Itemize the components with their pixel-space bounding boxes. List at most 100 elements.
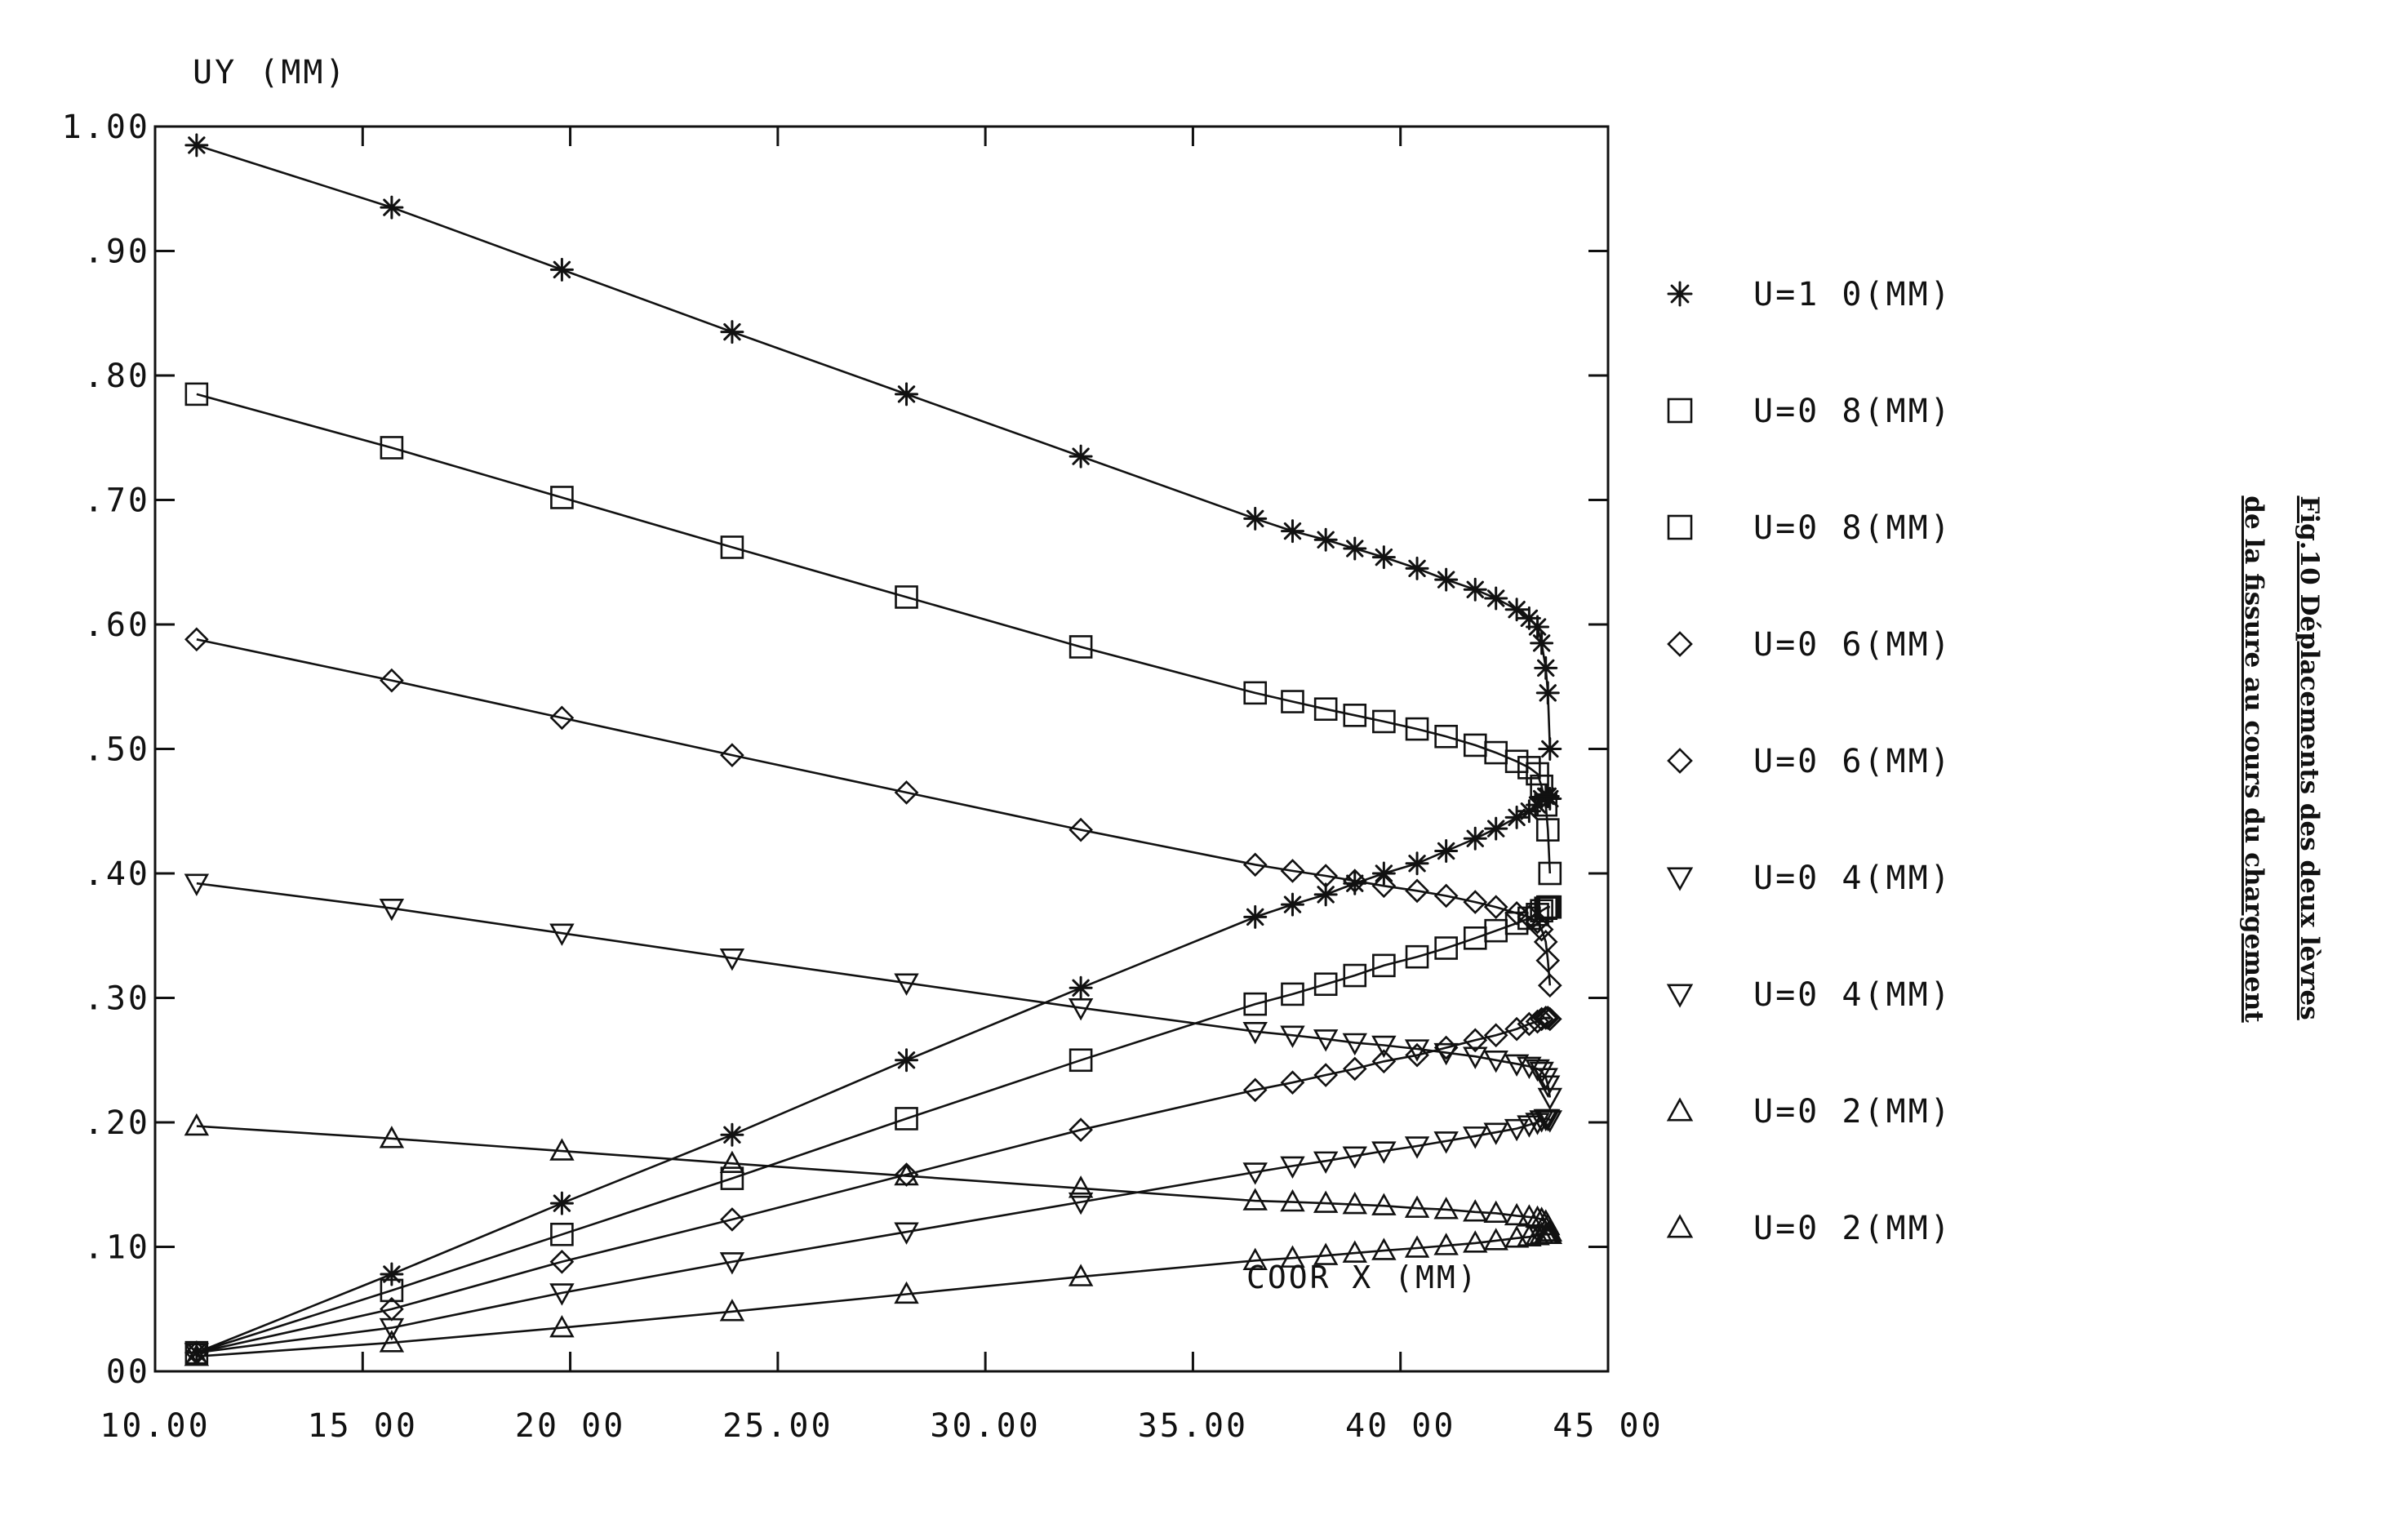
data-point	[549, 257, 574, 282]
data-point	[1068, 1264, 1094, 1286]
asterisk-stroke	[1346, 540, 1364, 558]
asterisk-stroke	[553, 260, 571, 279]
asterisk-stroke	[1486, 820, 1505, 837]
data-point	[1483, 1228, 1508, 1251]
data-point	[1242, 852, 1268, 877]
data-point	[1342, 1146, 1367, 1169]
asterisk-stroke	[1670, 284, 1690, 304]
series-triangle-up-upper	[184, 1113, 1563, 1242]
data-point	[1281, 982, 1304, 1006]
data-point	[1313, 972, 1338, 997]
series-asterisk-upper	[184, 133, 1562, 761]
data-point	[1313, 527, 1338, 552]
x-tick-label: 20 00	[515, 1407, 625, 1445]
data-point	[1434, 567, 1459, 592]
data-point	[1068, 975, 1093, 1000]
data-point	[1483, 1023, 1508, 1048]
data-point	[380, 668, 404, 693]
data-point	[1483, 1200, 1508, 1224]
data-point	[894, 1222, 919, 1245]
data-point	[1371, 861, 1396, 886]
y-tick-label: 1.00	[62, 109, 150, 146]
legend-item: U=0 6(MM)	[1667, 626, 1950, 664]
data-point	[1068, 1048, 1093, 1073]
series-line	[196, 393, 1552, 874]
data-point	[184, 382, 209, 407]
data-point	[1343, 963, 1367, 988]
data-point	[549, 1283, 575, 1306]
legend-marker-triangle-down-icon	[1666, 867, 1694, 891]
data-point	[1243, 992, 1268, 1016]
data-point	[549, 923, 575, 946]
data-point	[895, 1048, 919, 1073]
data-point	[1405, 851, 1429, 876]
data-point	[720, 1122, 744, 1147]
data-point	[1405, 944, 1429, 969]
data-point	[1433, 883, 1459, 909]
series-line	[196, 1016, 1551, 1354]
data-point	[380, 436, 404, 460]
data-point	[1242, 1077, 1268, 1103]
series-triangle-down-lower	[184, 1108, 1563, 1366]
data-point	[895, 1107, 918, 1131]
y-tick-label: .30	[84, 980, 150, 1018]
data-point	[1538, 895, 1562, 919]
data-point	[1463, 1046, 1488, 1069]
y-axis-title: UY (MM)	[193, 54, 348, 91]
legend-label: U=0 4(MM)	[1753, 976, 1953, 1014]
legend-label: U=1 0(MM)	[1753, 276, 1953, 313]
legend-marker-square-icon	[1667, 398, 1693, 424]
data-point	[1371, 1035, 1397, 1059]
series-line	[196, 638, 1552, 986]
x-tick-label: 35.00	[1138, 1407, 1248, 1445]
data-point	[1242, 1021, 1268, 1045]
data-point	[1068, 635, 1093, 659]
data-point	[1504, 1118, 1530, 1142]
data-point	[549, 1138, 575, 1161]
data-point	[894, 780, 919, 805]
x-tick-label: 30.00	[930, 1407, 1040, 1445]
data-point	[1530, 631, 1554, 655]
data-point	[1404, 1136, 1430, 1159]
asterisk-stroke	[1246, 908, 1264, 926]
asterisk-stroke	[1437, 842, 1455, 860]
data-point	[1483, 895, 1508, 920]
data-point	[549, 1191, 574, 1215]
data-point	[1280, 519, 1304, 544]
data-point	[1463, 1230, 1488, 1253]
data-point	[379, 1126, 405, 1148]
asterisk-stroke	[1317, 886, 1335, 904]
data-point	[1371, 1049, 1397, 1074]
data-point	[1280, 1070, 1305, 1095]
series-layer	[184, 133, 1563, 1366]
legend-label: U=0 4(MM)	[1753, 860, 1953, 897]
data-point	[1504, 749, 1529, 774]
data-point	[1068, 1192, 1094, 1215]
data-point	[1434, 724, 1458, 749]
asterisk-stroke	[897, 385, 916, 403]
data-point	[1484, 586, 1508, 611]
legend-label: U=0 8(MM)	[1753, 509, 1953, 547]
data-point	[1483, 1051, 1508, 1073]
data-point	[1242, 1188, 1268, 1211]
data-point	[1526, 762, 1549, 786]
data-point	[1280, 1245, 1305, 1268]
data-point	[1463, 577, 1487, 602]
data-point	[1405, 1042, 1429, 1068]
data-point	[1504, 1016, 1529, 1042]
data-point	[1313, 1190, 1339, 1213]
data-point	[1538, 737, 1562, 761]
legend-item: U=0 4(MM)	[1666, 976, 1953, 1014]
data-point	[379, 899, 405, 922]
legend-label: U=0 2(MM)	[1753, 1093, 1953, 1131]
asterisk-stroke	[1528, 618, 1547, 636]
asterisk-stroke	[1532, 634, 1551, 652]
data-point	[1535, 1108, 1561, 1132]
data-point	[1404, 1039, 1430, 1062]
data-point	[1342, 869, 1367, 893]
figure-caption-line-2: de la fissure au cours du chargement	[2239, 495, 2268, 1023]
asterisk-stroke	[1508, 601, 1526, 619]
data-point	[1504, 900, 1529, 926]
series-line	[196, 1117, 1551, 1354]
data-point	[184, 133, 209, 158]
